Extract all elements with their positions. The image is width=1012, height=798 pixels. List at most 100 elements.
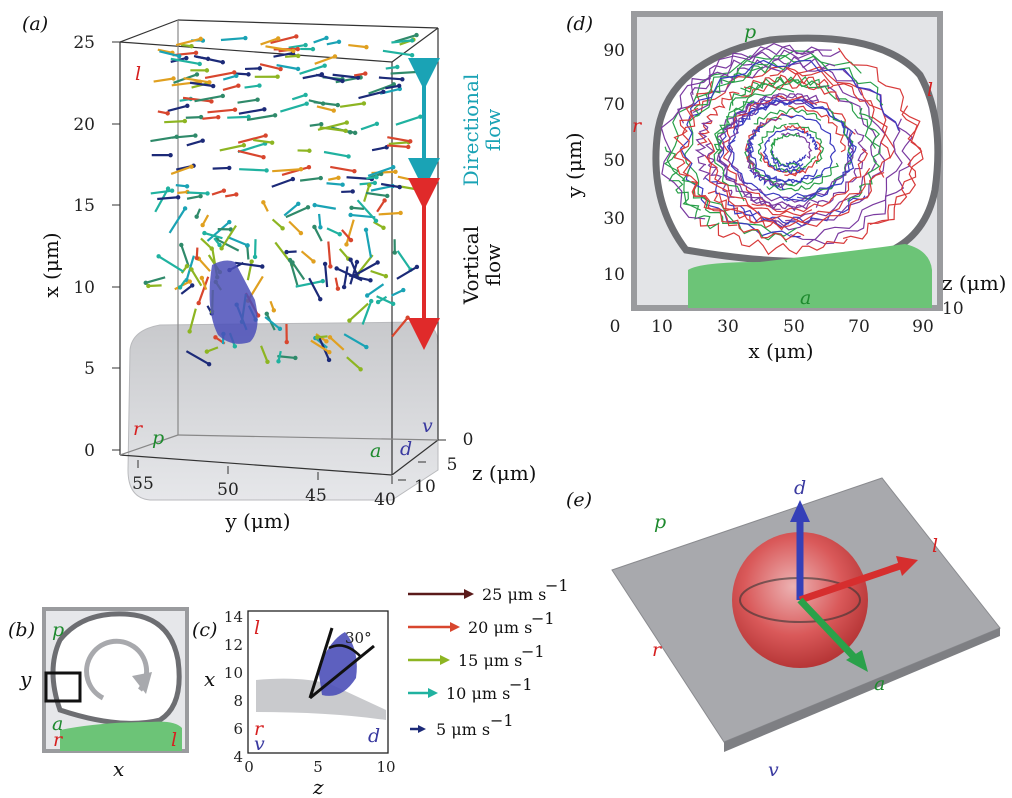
velocity-vector [197, 258, 211, 272]
velocity-vector-head [344, 242, 349, 247]
velocity-vector [200, 237, 213, 250]
trajectory [727, 99, 818, 185]
velocity-vector-head [275, 74, 280, 79]
trajectory [785, 154, 807, 166]
legend-item-25: 25 μm s −1 [408, 576, 569, 604]
velocity-vector [237, 98, 258, 104]
velocity-vector [365, 191, 388, 198]
velocity-vector [327, 241, 332, 267]
b-rotation-arrow [84, 638, 150, 701]
velocity-vector [308, 99, 324, 105]
velocity-vector [300, 250, 315, 263]
panel-a: (a) 0 5 10 1 [22, 13, 536, 533]
trajectory [731, 77, 830, 106]
velocity-vector [148, 284, 162, 288]
velocity-vector [234, 72, 249, 76]
velocity-vector [368, 83, 395, 95]
velocity-vector-head [257, 83, 262, 88]
velocity-vector [308, 277, 322, 300]
velocity-vector [190, 268, 203, 287]
velocity-vector-head [199, 275, 205, 281]
velocity-vector-head [206, 362, 212, 367]
velocity-vector-head [216, 114, 221, 120]
velocity-vector-head [311, 259, 316, 264]
d-y-tick-30: 30 [603, 209, 625, 229]
trajectory [726, 92, 820, 129]
velocity-vector-head [193, 50, 199, 56]
velocity-vector-head [190, 283, 195, 288]
velocity-vector-head [327, 335, 333, 340]
speed-legend: 25 μm s −1 20 μm s −1 15 μm s −1 10 μm s… [408, 576, 569, 739]
panel-e: (e) d p l r a v [566, 477, 1001, 781]
vortical-label-1: Vortical [459, 226, 483, 305]
velocity-vector-head [276, 359, 281, 364]
y-axis: 55 50 45 40 y (μm) [132, 460, 396, 533]
velocity-vector [376, 199, 386, 213]
y-tick-50: 50 [217, 480, 239, 500]
trajectory [704, 142, 735, 198]
velocity-vector [348, 302, 369, 322]
velocity-vector [194, 94, 223, 103]
velocity-vector [387, 144, 409, 149]
c-orient-r: r [254, 718, 265, 740]
velocity-vector [345, 219, 355, 245]
velocity-vector-head [284, 339, 289, 345]
velocity-vector [264, 316, 281, 330]
z-tick-0: 0 [463, 430, 474, 450]
e-orient-v: v [768, 759, 779, 781]
d-z-axis-label: z (μm) [942, 271, 1006, 295]
velocity-vector-head [202, 230, 207, 236]
panel-b: (b) p a r l y x [8, 607, 189, 781]
velocity-vector [189, 81, 214, 88]
velocity-vector-head [354, 259, 360, 265]
velocity-vector-head [182, 206, 188, 211]
velocity-vector-head [174, 134, 179, 139]
velocity-vector-head [352, 130, 358, 136]
velocity-vector-head [246, 72, 251, 77]
d-x-tick-90: 90 [912, 317, 934, 337]
c-orient-v: v [254, 733, 265, 755]
velocity-vector-head [405, 315, 410, 320]
velocity-vector-head [280, 226, 285, 231]
velocity-vector-head [416, 179, 422, 184]
velocity-vector-field [143, 32, 423, 372]
y-tick-45: 45 [305, 486, 327, 506]
z-axis: 0 5 10 z (μm) [398, 430, 536, 497]
velocity-vector-head [336, 175, 341, 180]
velocity-vector [183, 77, 210, 84]
velocity-vector-head [320, 101, 326, 106]
velocity-vector-head [265, 359, 270, 364]
b-rotation-head [132, 672, 152, 694]
velocity-vector [326, 182, 343, 186]
velocity-vector-head [277, 326, 283, 332]
velocity-vector-head [204, 349, 210, 354]
velocity-vector-head [392, 250, 397, 255]
trajectory [694, 119, 713, 180]
orient-v: v [422, 415, 433, 437]
velocity-vector-head [397, 184, 402, 190]
c-y-tick-14: 14 [224, 608, 243, 626]
velocity-vector [206, 221, 231, 242]
velocity-vector-head [350, 189, 355, 194]
legend-item-15: 15 μm s −1 [408, 642, 545, 670]
trajectory [660, 42, 832, 220]
panel-c: (c) 30° l r v d 14 12 10 8 6 4 x 0 5 10 … [192, 608, 396, 798]
z-tick-5: 5 [447, 455, 458, 475]
velocity-vector [157, 196, 179, 201]
velocity-vector-head [382, 198, 387, 203]
e-orient-r: r [652, 639, 663, 661]
trajectory [757, 123, 787, 162]
velocity-vector [358, 90, 384, 100]
velocity-vector [157, 48, 173, 54]
velocity-vector [180, 244, 190, 267]
velocity-vector-head [390, 301, 396, 307]
d-x-tick-50: 50 [783, 317, 805, 337]
velocity-vector [314, 204, 336, 210]
trajectory [713, 86, 795, 202]
velocity-vector-head [177, 285, 183, 290]
velocity-vector [212, 166, 230, 170]
velocity-vector [222, 84, 239, 91]
velocity-vector-head [232, 70, 237, 75]
velocity-vector-head [373, 218, 379, 223]
velocity-vector-head [291, 48, 296, 54]
